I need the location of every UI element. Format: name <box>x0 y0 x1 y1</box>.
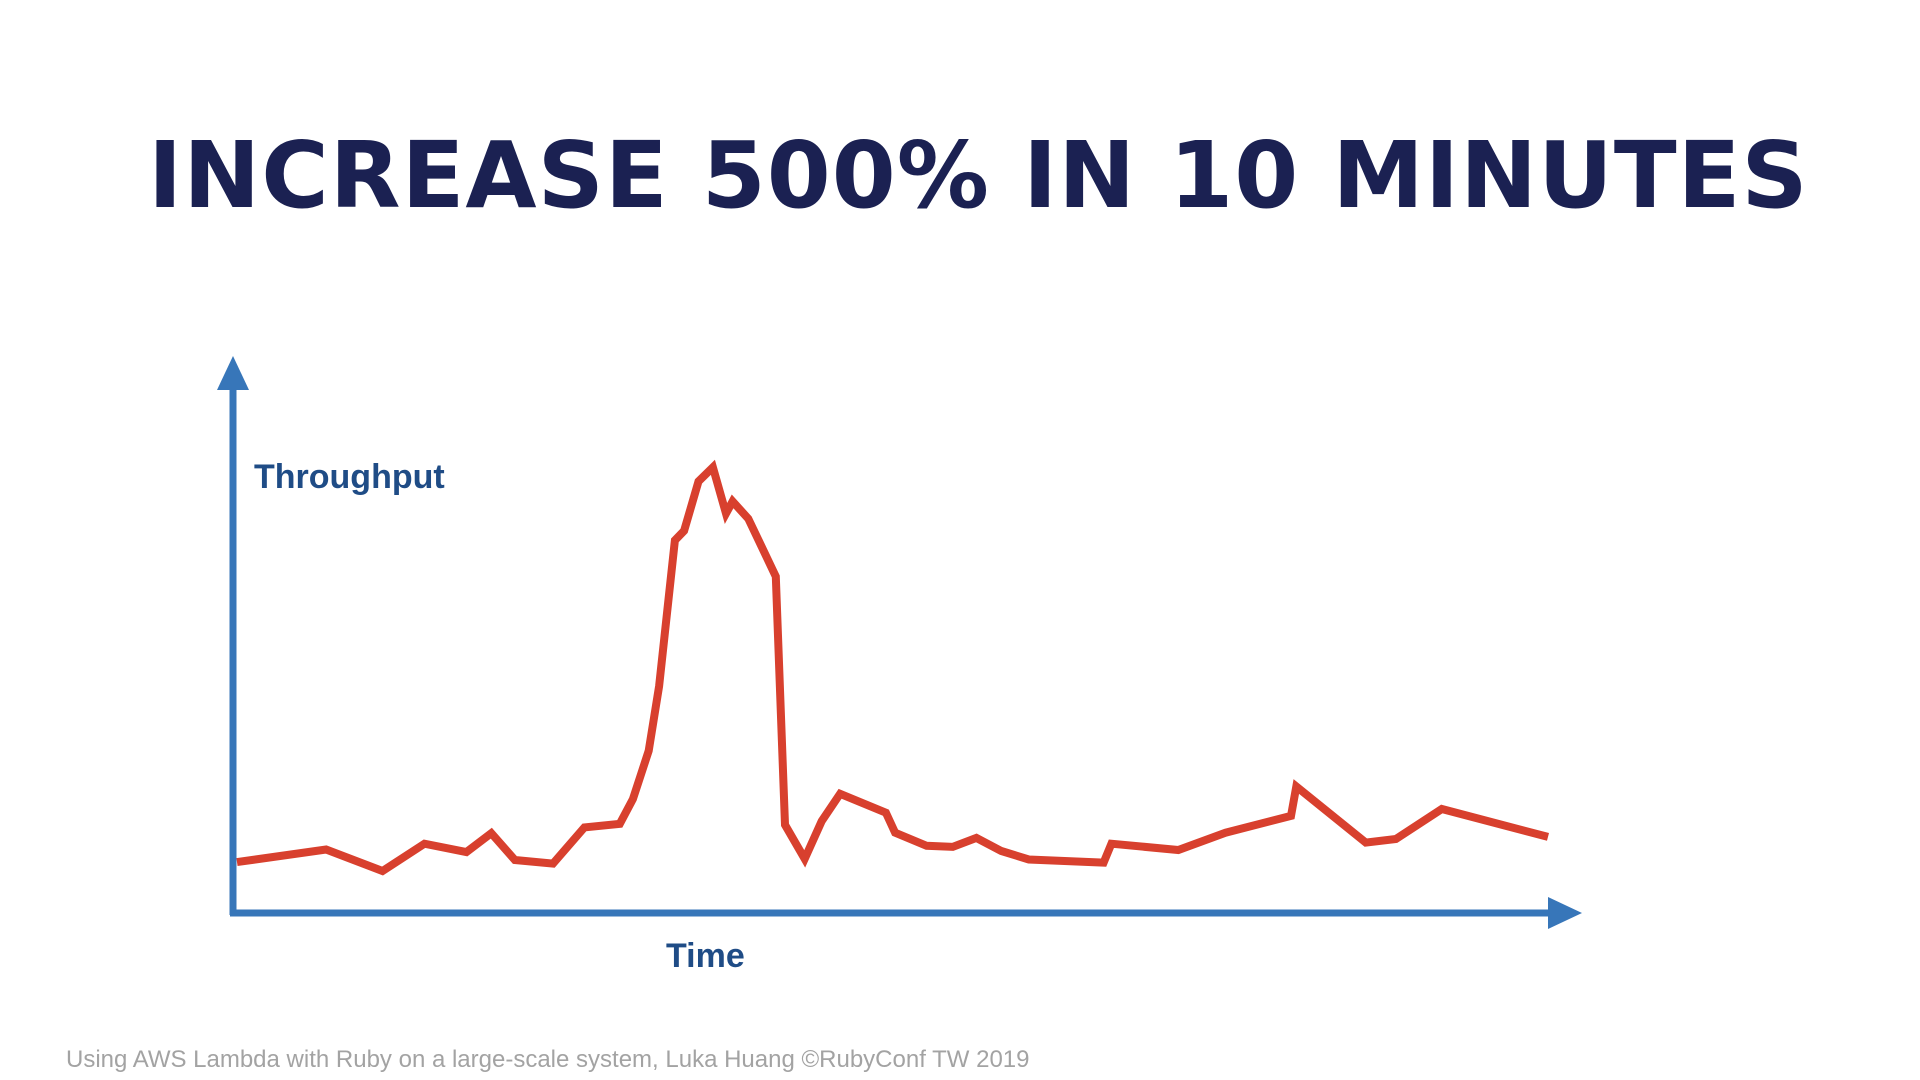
throughput-chart: Throughput Time <box>217 356 1582 975</box>
data-point <box>584 827 585 828</box>
data-point <box>619 823 620 824</box>
data-point <box>1028 859 1029 860</box>
y-axis-arrowhead <box>217 356 249 390</box>
data-point <box>748 518 749 519</box>
footer-credit: Using AWS Lambda with Ruby on a large-sc… <box>66 1046 1030 1073</box>
data-point <box>382 871 383 872</box>
data-point <box>659 686 660 687</box>
y-axis <box>217 356 249 915</box>
data-point <box>712 467 713 468</box>
data-point <box>840 793 841 794</box>
y-axis-label: Throughput <box>254 458 445 496</box>
data-point <box>237 862 238 863</box>
data-point <box>785 824 786 825</box>
data-point <box>466 852 467 853</box>
data-point <box>698 481 699 482</box>
data-point <box>1291 815 1292 816</box>
data-point <box>553 863 554 864</box>
data-point <box>326 849 327 850</box>
x-axis-arrowhead <box>1548 897 1582 929</box>
data-point <box>885 812 886 813</box>
data-point <box>726 513 727 514</box>
data-point <box>1178 850 1179 851</box>
data-point <box>1103 862 1104 863</box>
data-point <box>976 837 977 838</box>
data-point <box>684 530 685 531</box>
data-point <box>926 845 927 846</box>
slide-title: INCREASE 500% IN 10 MINUTES <box>148 122 1809 229</box>
series-layer <box>236 459 1550 876</box>
data-point <box>821 821 822 822</box>
data-point <box>1296 786 1297 787</box>
x-axis <box>230 897 1582 929</box>
data-point <box>895 832 896 833</box>
data-point <box>424 843 425 844</box>
data-point <box>952 846 953 847</box>
data-point <box>1365 842 1366 843</box>
data-point <box>1111 843 1112 844</box>
data-point <box>1001 851 1002 852</box>
data-point <box>491 833 492 834</box>
data-point <box>775 576 776 577</box>
throughput-series-line <box>236 459 1550 876</box>
data-point <box>674 540 675 541</box>
data-point <box>648 750 649 751</box>
data-point <box>1548 836 1549 837</box>
data-point <box>732 501 733 502</box>
data-point <box>632 799 633 800</box>
data-point <box>1225 832 1226 833</box>
x-axis-label: Time <box>666 937 745 975</box>
data-point <box>1395 839 1396 840</box>
data-point <box>1441 809 1442 810</box>
data-point <box>514 860 515 861</box>
data-point <box>804 858 805 859</box>
